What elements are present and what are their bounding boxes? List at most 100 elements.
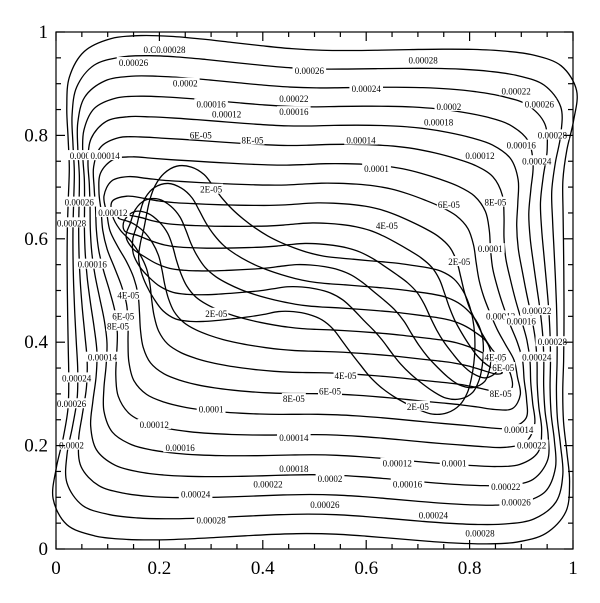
contour-label: 0.00026 [525, 99, 555, 109]
x-tick-label: 0.2 [148, 558, 172, 579]
contour-label: 6E-05 [492, 363, 514, 373]
y-tick-label: 0.4 [24, 332, 48, 353]
contour-label-bg [463, 150, 497, 161]
contour-label-bg [405, 400, 430, 411]
contour-label: 0.00024 [62, 373, 92, 383]
contour-label-bg [439, 457, 469, 468]
contour-label: 0.00024 [352, 84, 382, 94]
contour-label: 0.00026 [310, 500, 340, 510]
contour-label: 0.00012 [212, 110, 241, 120]
contour-label: 0.0002 [173, 79, 198, 89]
contour-label-bg [520, 351, 554, 362]
contour-label-bg [362, 163, 391, 174]
contour-label: 4E-05 [484, 353, 506, 363]
contour-label: 0.00024 [181, 490, 211, 500]
contour-label-bg [333, 369, 358, 380]
contour-label-bg [116, 289, 141, 300]
contour-label-bg [315, 473, 345, 484]
contour-label: 8E-05 [107, 322, 129, 332]
contour-label-bg [277, 106, 311, 117]
contour-label-bg [535, 336, 570, 347]
contour-label: 0.00026 [57, 399, 87, 409]
contour-label-bg [106, 320, 131, 331]
contour-label: 0.00012 [383, 459, 412, 469]
contour-label: 0.00024 [70, 151, 100, 161]
contour-label-bg [535, 129, 570, 140]
contour-label: 0.00014 [279, 433, 309, 443]
y-tick-label: 1 [39, 22, 49, 43]
contour-lines [51, 34, 578, 545]
contour-label: 0.00022 [502, 86, 531, 96]
contour-label-bg [170, 77, 200, 88]
contour-label-bg [277, 93, 311, 104]
contour-label: 0.0001 [199, 404, 224, 414]
contour-line-0.00014 [103, 175, 522, 411]
contour-label-bg [344, 134, 378, 145]
x-tick-label: 0 [51, 558, 61, 579]
contour-label-bg [194, 98, 228, 109]
contour-line-0.00012 [110, 195, 514, 393]
x-tick-label: 0.8 [458, 558, 482, 579]
contour-label-bg [483, 196, 508, 207]
contour-label: 6E-05 [190, 130, 212, 140]
contour-label: 0.00016 [78, 260, 108, 270]
contour-label-bg [54, 398, 89, 409]
contour-label-bg [390, 478, 425, 489]
contour-label-bg [292, 64, 327, 75]
contour-line-0.0002 [87, 115, 543, 468]
contour-label: 0.00018 [279, 464, 309, 474]
contour-label: 0.00016 [196, 99, 226, 109]
contour-label: 0.00024 [522, 353, 552, 363]
contour-level-labels: 0.C0.00028 0.00026 0.00026 0.00028 0.0002 0.0… [54, 44, 570, 538]
contour-label: 0.0002 [437, 102, 462, 112]
contour-line-0.00024 [76, 75, 557, 506]
contour-label-bg [318, 385, 343, 396]
contour-label-bg [196, 403, 226, 414]
contour-label-bg [137, 418, 172, 429]
contour-label-bg [436, 199, 461, 210]
contour-label-bg [434, 100, 464, 111]
contour-label: 6E-05 [112, 311, 134, 321]
axis-tick-labels: 0 0.2 0.4 0.6 0.8 1 0 0.2 0.4 0.6 0.8 1 [24, 22, 578, 579]
contour-label: 0.00022 [517, 441, 546, 451]
contour-label-bg [75, 258, 109, 269]
contour-label-bg [491, 362, 516, 373]
contour-label-bg [520, 305, 554, 316]
contour-label: 2E-05 [200, 185, 222, 195]
contour-label-bg [116, 57, 151, 68]
contour-label: 0.00018 [424, 117, 454, 127]
contour-label-bg [57, 439, 86, 450]
contour-label: 0.00014 [504, 425, 534, 435]
contour-label-bg [85, 351, 120, 362]
contour-line-0.0001 [117, 214, 503, 375]
contour-label: 8E-05 [241, 136, 263, 146]
contour-label-bg [308, 499, 342, 510]
contour-label: 0.00028 [57, 218, 87, 228]
contour-label: 0.00026 [295, 66, 325, 76]
contour-label-bg [522, 98, 557, 109]
x-tick-label: 0.6 [354, 558, 378, 579]
contour-label-bg [514, 439, 549, 450]
contour-label: 0.00022 [522, 306, 551, 316]
contour-label: 4E-05 [335, 371, 357, 381]
contour-label: 4E-05 [376, 221, 398, 231]
contour-label-bg [499, 85, 533, 96]
contour-label-bg [504, 139, 539, 150]
axis-ticks [55, 31, 574, 550]
contour-label: 0.00012 [140, 420, 169, 430]
contour-label-bg [463, 527, 497, 538]
contour-label: 0.00016 [279, 107, 309, 117]
contour-line-0.00026 [64, 55, 564, 526]
contour-label-bg [499, 496, 533, 507]
contour-line-0.00028 [51, 34, 578, 545]
contour-label-bg [67, 150, 102, 161]
contour-label-bg [483, 351, 508, 362]
contour-label: 0.0002 [318, 474, 343, 484]
contour-label-bg [447, 256, 472, 267]
contour-label-bg [421, 116, 456, 127]
contour-label: 0.00012 [465, 151, 494, 161]
contour-line-0.00016 [98, 156, 529, 430]
contour-label-bg [504, 315, 539, 326]
x-tick-label: 0.4 [251, 558, 275, 579]
contour-label: 8E-05 [490, 389, 512, 399]
